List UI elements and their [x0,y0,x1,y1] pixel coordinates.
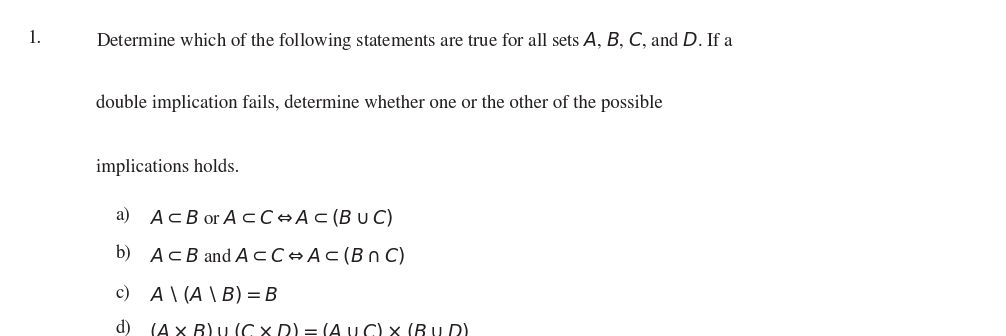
Text: a): a) [116,207,131,224]
Text: c): c) [116,284,131,301]
Text: 1.: 1. [28,30,42,47]
Text: $A\subset B$ and $A\subset C\Leftrightarrow A\subset(B\cap C)$: $A\subset B$ and $A\subset C\Leftrightar… [149,245,404,266]
Text: d): d) [116,321,132,336]
Text: implications holds.: implications holds. [96,158,238,176]
Text: Determine which of the following statements are true for all sets $A$, $B$, $C$,: Determine which of the following stateme… [96,30,733,52]
Text: $(A\times B)\cup(C\times D)=(A\cup C)\times(B\cup D)$: $(A\times B)\cup(C\times D)=(A\cup C)\ti… [149,321,470,336]
Text: b): b) [116,245,132,262]
Text: $A\setminus(A\setminus B)=B$: $A\setminus(A\setminus B)=B$ [149,284,279,305]
Text: $A\subset B$ or $A\subset C\Leftrightarrow A\subset(B\cup C)$: $A\subset B$ or $A\subset C\Leftrightarr… [149,207,393,228]
Text: double implication fails, determine whether one or the other of the possible: double implication fails, determine whet… [96,94,662,112]
